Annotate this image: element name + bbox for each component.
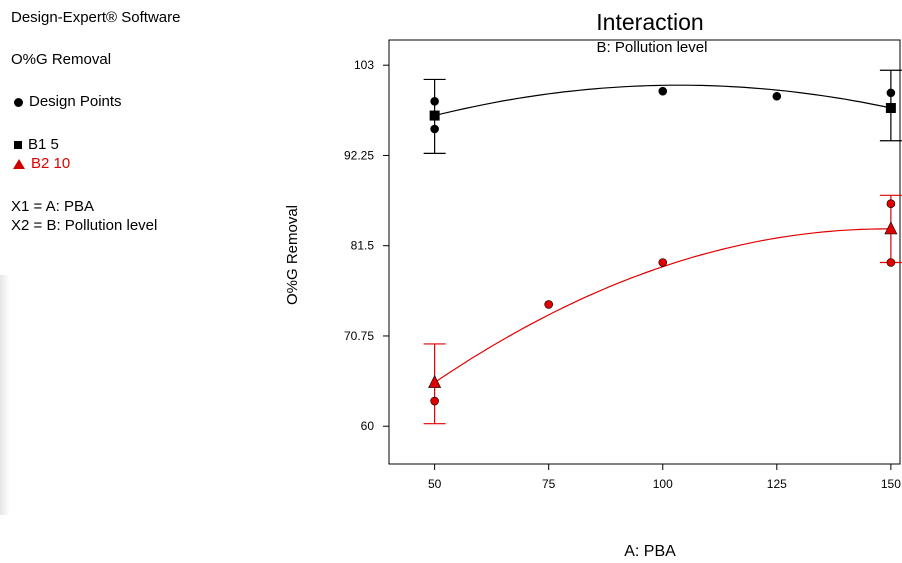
factor-x2: X2 = B: Pollution level	[11, 217, 158, 234]
y-tick-label: 92.25	[344, 148, 374, 162]
x-tick-label: 125	[767, 477, 787, 491]
panel-shadow	[0, 275, 10, 515]
y-axis-label: O%G Removal	[284, 205, 301, 305]
legend-panel: Design-Expert® Software O%G Removal Desi…	[0, 0, 260, 563]
response-name: O%G Removal	[11, 51, 112, 68]
fit-line-series-2	[434, 228, 891, 384]
design-point	[544, 300, 553, 309]
legend-b2: B2 10	[11, 155, 70, 172]
legend-b2-label: B2 10	[31, 155, 71, 172]
chart-subtitle: B: Pollution level	[597, 39, 708, 56]
y-tick-label: 103	[354, 58, 374, 72]
mean-marker-triangle	[884, 221, 898, 235]
legend-b1-label: B1 5	[28, 136, 59, 153]
design-point	[886, 258, 896, 267]
x-tick-label: 100	[653, 477, 673, 491]
legend-b1: B1 5	[11, 136, 59, 153]
x-tick-label: 75	[542, 477, 556, 491]
chart-title: Interaction	[596, 9, 703, 35]
design-point-marker-icon	[14, 97, 23, 107]
x-tick-label: 50	[428, 477, 442, 491]
y-tick-label: 60	[361, 419, 375, 433]
plot-area	[388, 39, 901, 465]
design-point	[430, 96, 439, 106]
legend-design-points: Design Points	[11, 93, 122, 110]
square-marker-icon	[14, 141, 22, 150]
software-name: Design-Expert® Software	[11, 9, 181, 26]
design-point	[658, 86, 668, 96]
design-point	[772, 91, 782, 101]
design-point	[886, 199, 896, 209]
design-point	[658, 258, 668, 267]
y-tick-label: 70.75	[344, 329, 374, 343]
mean-marker-triangle	[428, 374, 442, 388]
x-axis-label: A: PBA	[624, 543, 676, 560]
design-point	[430, 396, 439, 406]
triangle-marker-icon	[13, 159, 25, 170]
x-tick-label: 150	[881, 477, 901, 491]
y-tick-label: 81.5	[351, 239, 375, 253]
factor-x1: X1 = A: PBA	[11, 198, 94, 215]
design-point	[430, 124, 439, 134]
fit-line-series-1	[434, 84, 892, 117]
mean-marker-square	[885, 103, 896, 114]
chart-marks: 50 75 100 125 150 60 70.75 81.5 92.25 103	[344, 58, 902, 491]
design-point	[886, 88, 896, 98]
design-points-label: Design Points	[29, 93, 122, 110]
mean-marker-square	[429, 110, 440, 121]
